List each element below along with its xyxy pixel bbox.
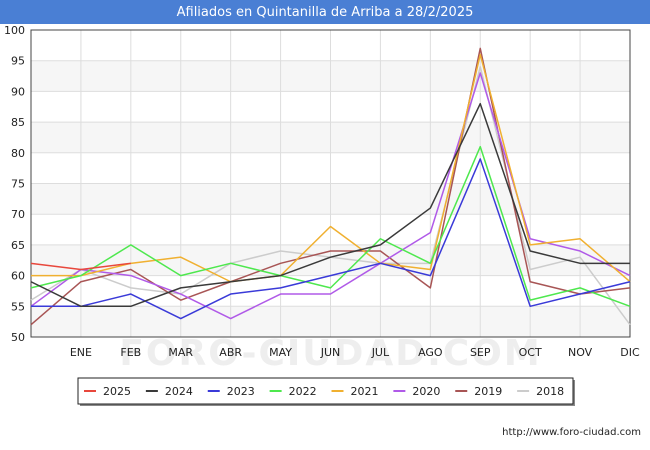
footer-url: http://www.foro-ciudad.com <box>502 427 641 438</box>
series-line-2019 <box>30 47 631 326</box>
x-tick-label: DIC <box>620 346 640 359</box>
page-title: Afiliados en Quintanilla de Arriba a 28/… <box>176 4 474 20</box>
x-tick-label: ENE <box>70 346 92 359</box>
y-tick-label: 75 <box>11 178 25 191</box>
y-tick-label: 90 <box>11 85 25 98</box>
x-tick-label: JUN <box>320 346 341 359</box>
watermark: FORO-CIUDAD.COM <box>119 333 541 374</box>
x-tick-label: JUL <box>371 346 390 359</box>
x-tick-label: FEB <box>120 346 141 359</box>
series-lines <box>30 47 631 326</box>
x-tick-label: AGO <box>418 346 443 359</box>
series-line-2025 <box>30 262 131 271</box>
y-tick-label: 100 <box>4 24 25 37</box>
legend-label-2022: 2022 <box>289 385 317 398</box>
x-tick-label: SEP <box>470 346 491 359</box>
legend-label-2025: 2025 <box>103 385 131 398</box>
watermark-layer: FORO-CIUDAD.COM <box>119 333 541 374</box>
plot-border <box>30 29 631 338</box>
x-axis-ticks: ENE FEB MAR ABR MAY JUN JUL AGO SEP OCT NOV DIC <box>70 346 640 359</box>
legend-label-2018: 2018 <box>536 385 564 398</box>
x-tick-label: MAR <box>168 346 193 359</box>
x-tick-label: ABR <box>219 346 242 359</box>
chart-title-bar: Afiliados en Quintanilla de Arriba a 28/… <box>0 0 650 24</box>
legend-label-2019: 2019 <box>474 385 502 398</box>
legend-label-2020: 2020 <box>412 385 440 398</box>
y-axis-ticks: 50 55 60 65 70 75 80 85 90 95 100 <box>4 24 25 344</box>
y-tick-label: 55 <box>11 300 25 313</box>
legend: 2025 2024 2023 2022 2021 2020 2019 2018 <box>77 377 575 406</box>
series-line-2020 <box>30 72 631 320</box>
series-line-2022 <box>30 145 631 308</box>
y-tick-label: 50 <box>11 331 25 344</box>
legend-label-2024: 2024 <box>165 385 193 398</box>
legend-label-2023: 2023 <box>227 385 255 398</box>
y-tick-label: 70 <box>11 208 25 221</box>
y-tick-label: 60 <box>11 270 25 283</box>
y-tick-label: 85 <box>11 116 25 129</box>
x-tick-label: NOV <box>568 346 593 359</box>
series-line-2023 <box>31 158 631 320</box>
legend-label-2021: 2021 <box>351 385 379 398</box>
y-tick-label: 80 <box>11 147 25 160</box>
y-tick-label: 95 <box>11 55 25 68</box>
x-tick-label: MAY <box>269 346 292 359</box>
y-tick-label: 65 <box>11 239 25 252</box>
series-line-2024 <box>30 102 630 308</box>
legend-box <box>77 377 574 405</box>
x-tick-label: OCT <box>519 346 542 359</box>
